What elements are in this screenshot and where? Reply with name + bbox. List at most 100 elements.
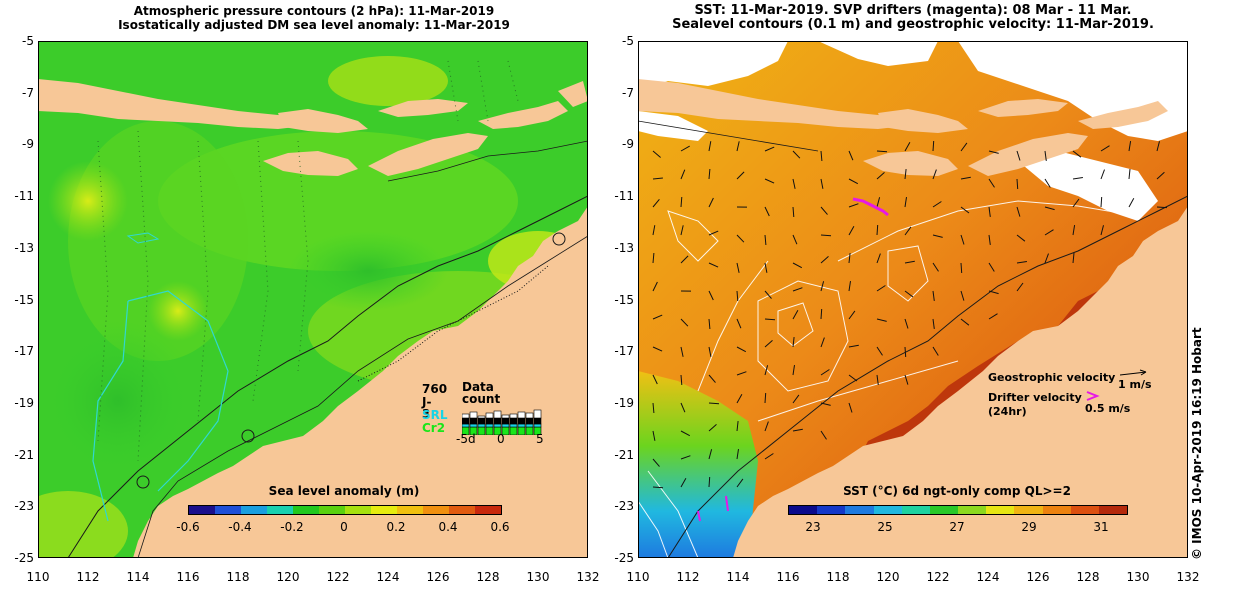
data-count-label-760: 760 bbox=[422, 382, 448, 396]
velocity-arrow bbox=[764, 392, 767, 404]
velocity-arrow bbox=[876, 318, 887, 322]
histogram-bar bbox=[533, 409, 542, 419]
drifter-scale: 0.5 m/s bbox=[1085, 402, 1131, 415]
colorbar-segment bbox=[901, 506, 930, 514]
velocity-arrow bbox=[904, 197, 907, 208]
velocity-arrow bbox=[960, 262, 963, 274]
longitude-tick-label: 130 bbox=[526, 570, 550, 584]
velocity-arrow bbox=[1156, 171, 1165, 180]
velocity-arrow bbox=[876, 197, 881, 208]
velocity-arrow bbox=[848, 253, 851, 264]
velocity-arrow bbox=[680, 255, 689, 264]
sea-level-map-canvas bbox=[38, 41, 588, 558]
velocity-arrow bbox=[1016, 282, 1024, 292]
colorbar-tick-label: -0.4 bbox=[228, 520, 252, 534]
velocity-arrow bbox=[848, 150, 854, 161]
colorbar-tick-label: -0.2 bbox=[280, 520, 304, 534]
velocity-arrow bbox=[792, 262, 803, 269]
velocity-arrow bbox=[1016, 261, 1027, 264]
velocity-arrow bbox=[1072, 225, 1076, 236]
histogram-bar bbox=[493, 423, 502, 428]
velocity-arrow bbox=[988, 150, 999, 154]
latitude-tick-label: -23 bbox=[614, 499, 634, 514]
velocity-arrow bbox=[792, 206, 795, 218]
histogram-bar bbox=[477, 417, 486, 425]
colorbar-segment bbox=[1014, 506, 1043, 514]
longitude-tick-label: 126 bbox=[1026, 570, 1050, 584]
velocity-arrow bbox=[960, 142, 968, 152]
colorbar-segment bbox=[1042, 506, 1071, 514]
velocity-arrow bbox=[932, 318, 935, 329]
velocity-arrow bbox=[764, 340, 773, 348]
colorbar-segment bbox=[1070, 506, 1099, 514]
histogram-bar bbox=[485, 412, 494, 419]
velocity-arrow bbox=[988, 234, 991, 245]
velocity-arrow bbox=[708, 374, 716, 383]
latitude-tick-label: -15 bbox=[14, 292, 34, 307]
velocity-arrow bbox=[960, 176, 971, 180]
velocity-arrow bbox=[960, 318, 970, 326]
velocity-arrow bbox=[736, 394, 743, 404]
sst-map-canvas bbox=[638, 41, 1188, 558]
drifter-arrow-icon bbox=[1086, 391, 1100, 401]
longitude-tick-label: 114 bbox=[726, 570, 750, 584]
geostrophic-scale: 1 m/s bbox=[1118, 378, 1152, 391]
colorbar-segment bbox=[345, 506, 371, 514]
velocity-arrow bbox=[988, 206, 991, 217]
velocity-arrow bbox=[764, 178, 775, 184]
histogram-bar bbox=[477, 426, 486, 435]
colorbar-segment bbox=[986, 506, 1015, 514]
histogram-bar bbox=[517, 423, 526, 428]
velocity-arrow bbox=[764, 206, 770, 217]
velocity-arrow bbox=[876, 253, 881, 264]
velocity-arrow bbox=[708, 262, 719, 268]
velocity-arrow bbox=[652, 198, 660, 208]
histogram-bar bbox=[462, 417, 470, 425]
histogram-bar bbox=[501, 414, 510, 419]
longitude-tick-label: 130 bbox=[1126, 570, 1150, 584]
velocity-arrow bbox=[904, 318, 909, 329]
colorbar-segment bbox=[845, 506, 874, 514]
velocity-arrow bbox=[1100, 145, 1110, 152]
geostrophic-velocity-label: Geostrophic velocity bbox=[988, 371, 1116, 384]
velocity-arrow bbox=[1156, 141, 1160, 152]
latitude-tick-label: -9 bbox=[622, 137, 634, 152]
colorbar-tick-label: 0 bbox=[340, 520, 348, 534]
longitude-tick-label: 122 bbox=[326, 570, 350, 584]
histogram-bar bbox=[533, 423, 542, 428]
colorbar-segment bbox=[189, 506, 215, 514]
colorbar-segment bbox=[267, 506, 293, 514]
latitude-tick-label: -17 bbox=[14, 344, 34, 359]
sea-level-colorbar-label: Sea level anomaly (m) bbox=[268, 484, 420, 498]
right-title-line1: SST: 11-Mar-2019. SVP drifters (magenta)… bbox=[694, 3, 1132, 18]
velocity-arrow bbox=[1072, 177, 1083, 180]
velocity-arrow bbox=[904, 346, 907, 358]
colorbar-segment bbox=[817, 506, 846, 514]
velocity-arrow bbox=[708, 402, 720, 405]
velocity-arrow bbox=[736, 478, 744, 488]
credit-stamp: © IMOS 10-Apr-2019 16:19 Hobart bbox=[1190, 320, 1220, 570]
colorbar-segment bbox=[873, 506, 902, 514]
longitude-tick-label: 124 bbox=[976, 570, 1000, 584]
latitude-tick-label: -13 bbox=[14, 240, 34, 255]
velocity-arrow bbox=[764, 234, 767, 246]
colorbar-tick-label: 0.2 bbox=[386, 520, 406, 534]
colorbar-segment bbox=[215, 506, 241, 514]
latitude-tick-label: -17 bbox=[614, 344, 634, 359]
colorbar-segment bbox=[423, 506, 449, 514]
velocity-arrow bbox=[1128, 141, 1132, 152]
sea-level-colorbar bbox=[188, 505, 502, 515]
colorbar-tick-label: 29 bbox=[1021, 520, 1037, 534]
colorbar-segment bbox=[293, 506, 319, 514]
colorbar-tick-label: 27 bbox=[949, 520, 965, 534]
velocity-arrow bbox=[736, 262, 740, 273]
velocity-arrow bbox=[708, 424, 717, 432]
velocity-arrow bbox=[764, 262, 768, 273]
histogram-bar bbox=[509, 417, 518, 425]
velocity-arrow bbox=[876, 172, 885, 180]
longitude-tick-label: 132 bbox=[1176, 570, 1200, 584]
histogram-bar bbox=[525, 423, 534, 428]
sst-map: Geostrophic velocity 1 m/s Drifter veloc… bbox=[638, 41, 1188, 558]
velocity-arrow bbox=[904, 226, 912, 236]
velocity-arrow bbox=[792, 310, 799, 320]
